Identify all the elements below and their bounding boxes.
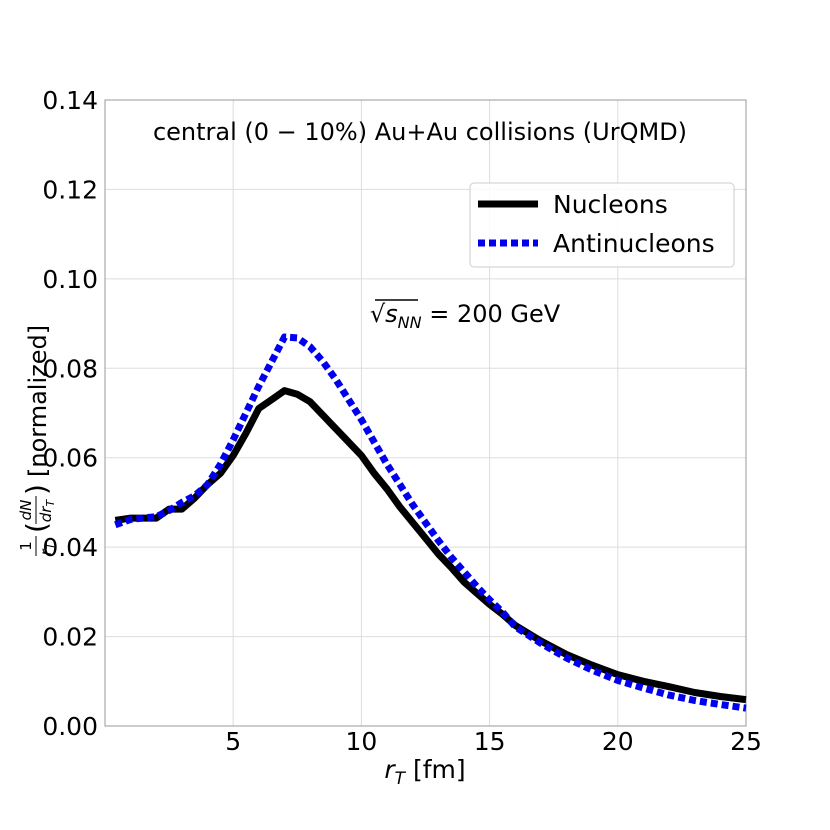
x-tick-label: 5	[225, 727, 241, 756]
legend-label-antinucleons: Antinucleons	[553, 229, 715, 258]
y-tick-label: 0.14	[42, 86, 98, 115]
x-axis-unit: [fm]	[405, 755, 466, 784]
y-tick-label: 0.10	[42, 265, 98, 294]
x-tick-label: 10	[345, 727, 377, 756]
chart-title: central (0 − 10%) Au+Au collisions (UrQM…	[153, 118, 687, 146]
x-axis-title: rT [fm]	[384, 755, 465, 789]
x-axis-sub: T	[395, 769, 407, 789]
x-axis-ticks: 5 10 15 20 25	[225, 727, 762, 756]
y-tick-label: 0.02	[42, 623, 98, 652]
energy-rest: = 200 GeV	[422, 300, 561, 328]
y-axis-title: 1 rT ( dN drT ) [normalized]	[17, 325, 57, 556]
y-frac2-num: dN	[17, 500, 35, 521]
y-paren-left: (	[20, 522, 53, 533]
series-line-antinucleons	[114, 333, 747, 712]
legend-label-nucleons: Nucleons	[553, 190, 668, 219]
x-tick-label: 20	[602, 727, 634, 756]
x-tick-label: 25	[730, 727, 762, 756]
y-paren-right: )	[20, 484, 53, 495]
y-tick-label: 0.04	[42, 533, 98, 562]
energy-var: s	[385, 300, 398, 328]
y-axis-suffix: [normalized]	[24, 325, 52, 477]
x-axis-var: r	[384, 755, 396, 784]
y-tick-label: 0.06	[42, 444, 98, 473]
x-tick-label: 15	[474, 727, 506, 756]
y-frac1-num: 1	[17, 541, 35, 551]
y-tick-label: 0.08	[42, 354, 98, 383]
plot-frame	[104, 99, 747, 727]
energy-annotation: √sNN = 200 GeV	[370, 300, 561, 332]
y-axis-ticks: 0.00 0.02 0.04 0.06 0.08 0.10 0.12 0.14	[42, 86, 98, 741]
y-tick-label: 0.12	[42, 175, 98, 204]
y-tick-label: 0.00	[42, 712, 98, 741]
energy-sub: NN	[398, 313, 422, 332]
energy-sqrt-symbol: √	[370, 300, 386, 328]
legend: Nucleons Antinucleons	[469, 182, 735, 268]
series-layer	[114, 333, 747, 712]
